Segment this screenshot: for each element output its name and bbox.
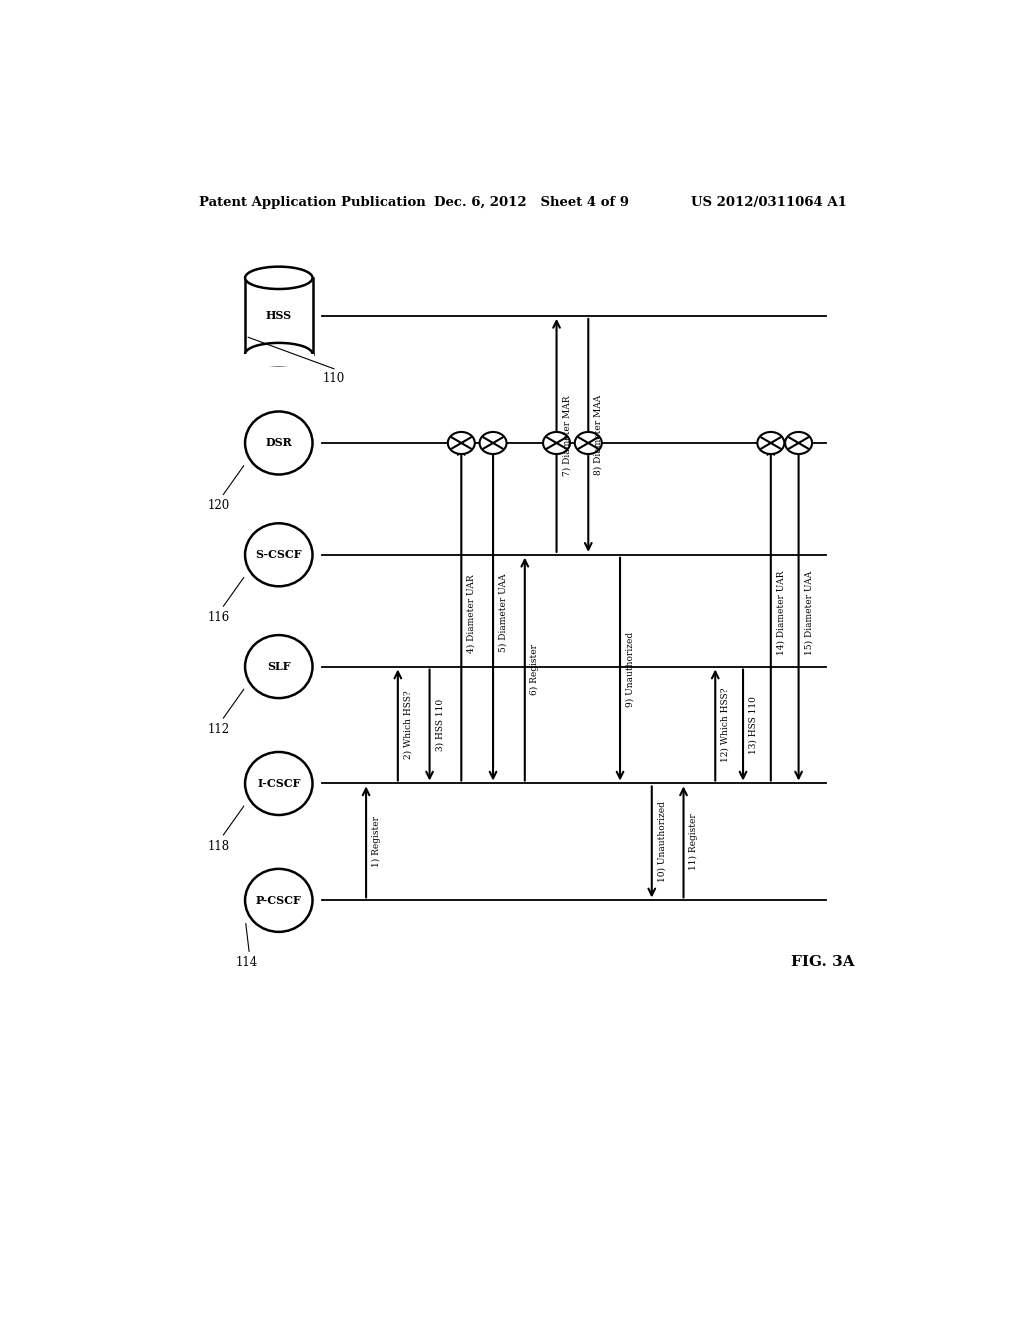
Text: Dec. 6, 2012   Sheet 4 of 9: Dec. 6, 2012 Sheet 4 of 9 — [433, 195, 629, 209]
Ellipse shape — [245, 752, 312, 814]
Text: 110: 110 — [323, 372, 345, 385]
Text: Patent Application Publication: Patent Application Publication — [200, 195, 426, 209]
Text: 15) Diameter UAA: 15) Diameter UAA — [804, 572, 813, 655]
Ellipse shape — [245, 267, 312, 289]
Text: 7) Diameter MAR: 7) Diameter MAR — [562, 395, 571, 475]
Text: 114: 114 — [236, 957, 257, 969]
Ellipse shape — [245, 635, 312, 698]
Text: 4) Diameter UAR: 4) Diameter UAR — [467, 574, 476, 652]
Text: P-CSCF: P-CSCF — [256, 895, 302, 906]
Text: DSR: DSR — [265, 437, 292, 449]
Text: 9) Unauthorized: 9) Unauthorized — [626, 631, 635, 706]
Text: 14) Diameter UAR: 14) Diameter UAR — [776, 572, 785, 656]
Ellipse shape — [543, 432, 570, 454]
FancyBboxPatch shape — [245, 277, 312, 354]
Ellipse shape — [245, 412, 312, 474]
Ellipse shape — [785, 432, 812, 454]
Text: 2) Which HSS?: 2) Which HSS? — [403, 690, 413, 759]
Ellipse shape — [245, 523, 312, 586]
Text: 10) Unauthorized: 10) Unauthorized — [657, 801, 667, 882]
FancyBboxPatch shape — [244, 354, 314, 366]
Text: 120: 120 — [207, 499, 229, 512]
Text: 112: 112 — [207, 722, 229, 735]
Ellipse shape — [758, 432, 784, 454]
Text: 13) HSS 110: 13) HSS 110 — [749, 696, 758, 754]
Ellipse shape — [574, 432, 602, 454]
Text: 1) Register: 1) Register — [372, 817, 381, 867]
Text: 11) Register: 11) Register — [689, 813, 698, 870]
Text: 8) Diameter MAA: 8) Diameter MAA — [594, 395, 603, 475]
Text: 5) Diameter UAA: 5) Diameter UAA — [499, 574, 508, 652]
Text: 6) Register: 6) Register — [530, 644, 540, 694]
Text: US 2012/0311064 A1: US 2012/0311064 A1 — [691, 195, 847, 209]
Ellipse shape — [447, 432, 475, 454]
Text: S-CSCF: S-CSCF — [255, 549, 302, 560]
Ellipse shape — [245, 869, 312, 932]
Text: 3) HSS 110: 3) HSS 110 — [435, 700, 444, 751]
Text: I-CSCF: I-CSCF — [257, 777, 300, 789]
Text: SLF: SLF — [267, 661, 291, 672]
Text: HSS: HSS — [265, 310, 292, 322]
Text: 116: 116 — [207, 611, 229, 624]
Text: 118: 118 — [207, 840, 229, 853]
Ellipse shape — [245, 343, 312, 366]
Text: FIG. 3A: FIG. 3A — [791, 956, 854, 969]
Ellipse shape — [479, 432, 507, 454]
Text: 12) Which HSS?: 12) Which HSS? — [721, 688, 730, 762]
